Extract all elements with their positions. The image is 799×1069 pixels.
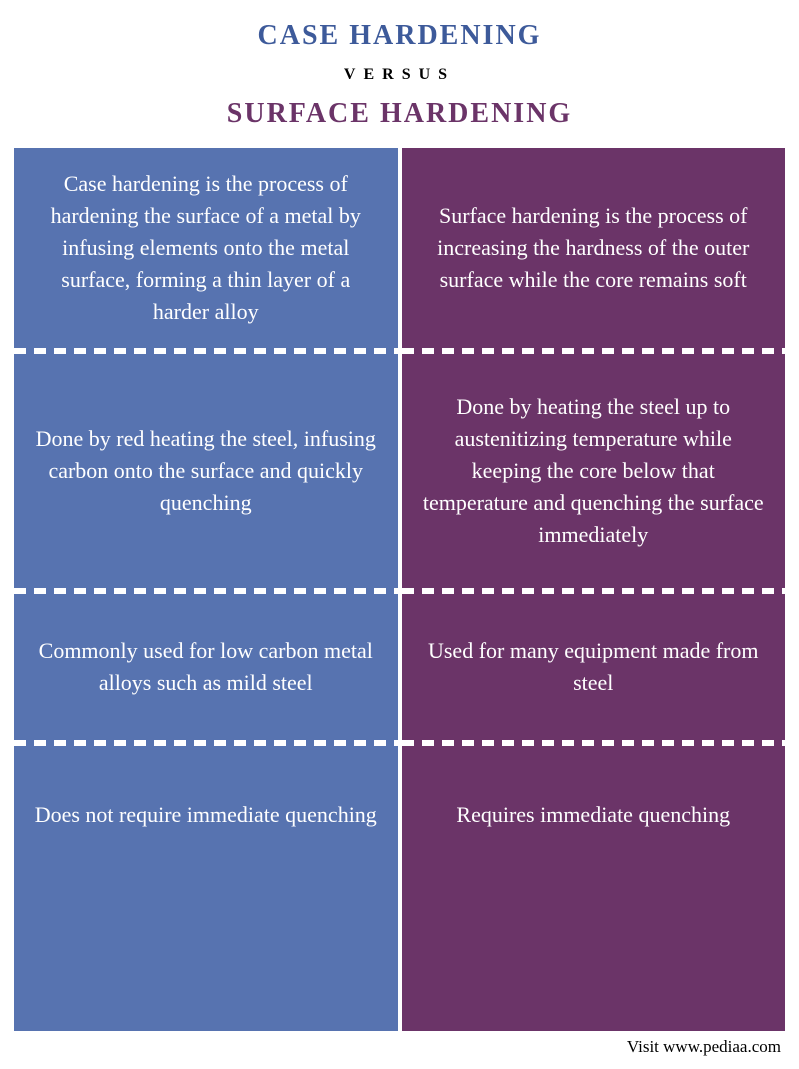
title-left: CASE HARDENING: [0, 20, 799, 52]
comparison-cell: Used for many equipment made from steel: [402, 594, 786, 740]
header: CASE HARDENING VERSUS SURFACE HARDENING: [0, 0, 799, 148]
comparison-cell: Case hardening is the process of hardeni…: [14, 148, 398, 348]
title-right: SURFACE HARDENING: [0, 98, 799, 130]
column-case-hardening: Case hardening is the process of hardeni…: [14, 148, 398, 1031]
footer-credit: Visit www.pediaa.com: [0, 1031, 799, 1069]
comparison-cell: Done by red heating the steel, infusing …: [14, 354, 398, 588]
column-surface-hardening: Surface hardening is the process of incr…: [402, 148, 786, 1031]
comparison-cell: Requires immediate quenching: [402, 746, 786, 884]
comparison-cell: Commonly used for low carbon metal alloy…: [14, 594, 398, 740]
comparison-cell: Does not require immediate quenching: [14, 746, 398, 884]
comparison-cell: Surface hardening is the process of incr…: [402, 148, 786, 348]
comparison-columns: Case hardening is the process of hardeni…: [0, 148, 799, 1031]
versus-label: VERSUS: [0, 66, 799, 84]
comparison-cell: Done by heating the steel up to austenit…: [402, 354, 786, 588]
